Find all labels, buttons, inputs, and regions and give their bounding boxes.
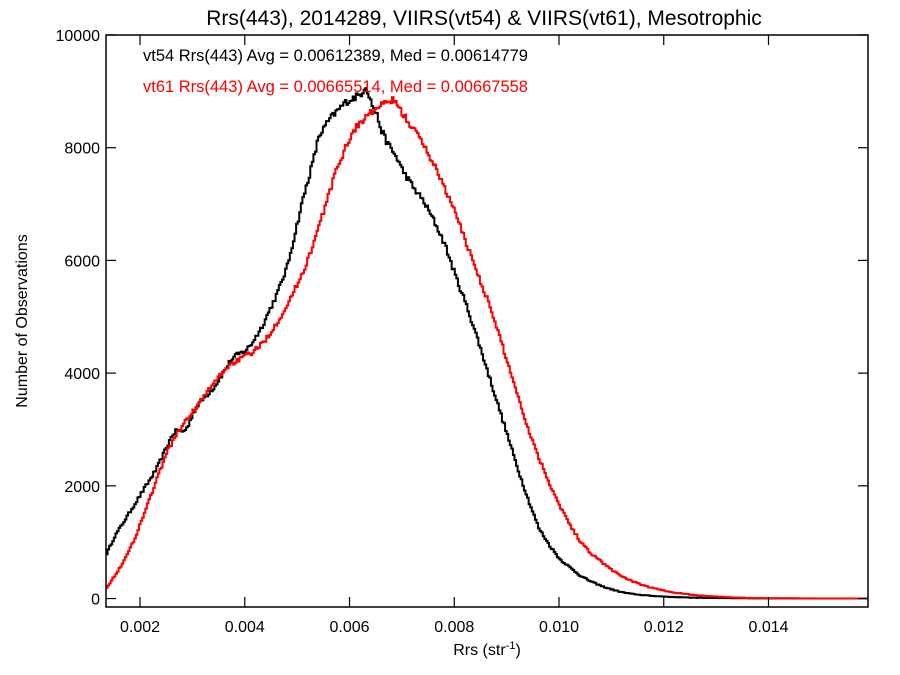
legend-vt54: vt54 Rrs(443) Avg = 0.00612389, Med = 0.… bbox=[143, 47, 528, 65]
y-tick-label: 4000 bbox=[64, 366, 100, 383]
x-tick-label: 0.008 bbox=[434, 619, 474, 636]
chart-title: Rrs(443), 2014289, VIIRS(vt54) & VIIRS(v… bbox=[206, 7, 762, 30]
x-axis-label-sup: -1 bbox=[506, 640, 516, 652]
x-tick-label: 0.012 bbox=[644, 619, 684, 636]
x-tick-label: 0.010 bbox=[539, 619, 579, 636]
y-tick-label: 10000 bbox=[56, 28, 101, 45]
x-tick-label: 0.004 bbox=[225, 619, 265, 636]
x-axis-label: Rrs (str-1) bbox=[453, 640, 521, 659]
series-line-vt61 bbox=[106, 96, 868, 600]
y-tick-label: 6000 bbox=[64, 253, 100, 270]
x-tick-label: 0.002 bbox=[120, 619, 160, 636]
series-group bbox=[106, 87, 868, 600]
x-axis-label-close: ) bbox=[515, 642, 520, 659]
y-tick-label: 2000 bbox=[64, 479, 100, 496]
y-tick-label: 0 bbox=[91, 592, 100, 609]
x-tick-label: 0.014 bbox=[748, 619, 788, 636]
x-axis-label-main: Rrs (str bbox=[453, 642, 506, 659]
x-tick-label: 0.006 bbox=[330, 619, 370, 636]
legend-vt61: vt61 Rrs(443) Avg = 0.00665514, Med = 0.… bbox=[143, 78, 528, 96]
y-axis-label: Number of Observations bbox=[14, 234, 31, 407]
series-line-vt54 bbox=[106, 87, 868, 600]
x-ticks: 0.002 0.004 0.006 0.008 0.010 0.012 0.014 bbox=[120, 35, 789, 636]
y-tick-label: 8000 bbox=[64, 141, 100, 158]
y-ticks: 0 2000 4000 6000 8000 10000 bbox=[56, 28, 868, 609]
plot-frame bbox=[105, 34, 869, 608]
